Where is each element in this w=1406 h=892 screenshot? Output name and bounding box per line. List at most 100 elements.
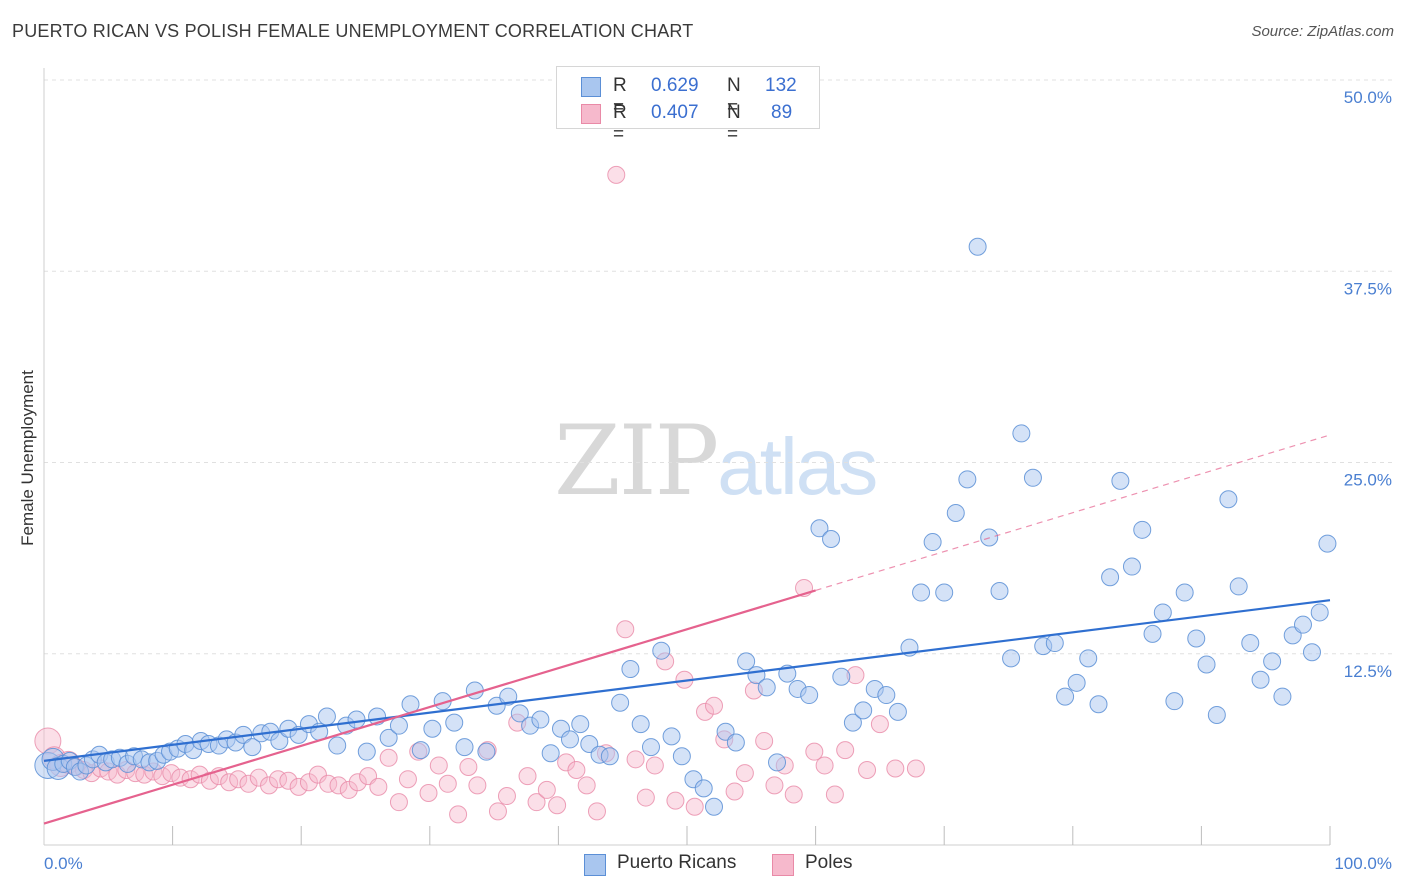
poles-point [735,764,754,783]
poles-point [666,791,685,810]
puerto-ricans-point [1002,649,1021,668]
puerto-ricans-point [541,744,560,763]
puerto-ricans-point [445,713,464,732]
poles-point [636,788,655,807]
blue-swatch [584,854,606,876]
puerto-ricans-point [243,738,262,757]
poles-point [858,761,877,780]
puerto-ricans-point [768,753,787,772]
puerto-ricans-point [477,742,496,761]
puerto-ricans-point [600,747,619,766]
poles-point [239,774,258,793]
puerto-ricans-points [34,237,1337,816]
poles-point [805,742,824,761]
puerto-ricans-point [641,738,660,757]
puerto-ricans-point [1045,634,1064,653]
n-value: 89 [771,102,793,123]
puerto-ricans-point [347,710,366,729]
puerto-ricans-point [958,470,977,489]
watermark: ZIPatlas [554,405,878,517]
n-label: N = [727,75,741,118]
puerto-ricans-point [757,678,776,697]
watermark-zip: ZIP [554,405,719,517]
poles-point [449,805,468,824]
poles-point [815,756,834,775]
y-tick-label: 25.0% [1344,471,1392,490]
poles-point [289,777,308,796]
poles-point [419,783,438,802]
poles-point [725,782,744,801]
poles-point [279,771,298,790]
poles-point [886,759,905,778]
poles-point [825,785,844,804]
puerto-ricans-point [935,583,954,602]
puerto-ricans-point [455,738,474,757]
puerto-ricans-point [672,747,691,766]
poles-point [645,756,664,775]
poles-point [200,771,219,790]
puerto-ricans-point [923,533,942,552]
poles-point [468,776,487,795]
puerto-ricans-point [510,704,529,723]
trend-lines [43,434,1331,825]
puerto-ricans-point [1089,695,1108,714]
puerto-ricans-point [1219,490,1238,509]
puerto-ricans-point [800,686,819,705]
poles-point [527,793,546,812]
puerto-ricans-point [411,741,430,760]
puerto-ricans-point [1197,655,1216,674]
poles-point [249,768,268,787]
puerto-ricans-point [726,733,745,752]
poles-point [626,750,645,769]
poles-trend-extension [815,434,1331,591]
r-label: R = [613,102,627,145]
puerto-ricans-point [1263,652,1282,671]
puerto-ricans-point [379,728,398,747]
puerto-ricans-point [1067,673,1086,692]
puerto-ricans-point [1229,577,1248,596]
poles-point [488,802,507,821]
poles-point [696,702,715,721]
poles-point [755,731,774,750]
poles-point [557,753,576,772]
puerto-ricans-point [1241,634,1260,653]
poles-point [685,797,704,816]
puerto-ricans-point [611,693,630,712]
pink-swatch [772,854,794,876]
poles-point [459,757,478,776]
watermark-atlas: atlas [717,422,878,511]
puerto-ricans-point [1302,643,1321,662]
poles-point [616,620,635,639]
puerto-ricans-point [1143,624,1162,643]
puerto-ricans-point [631,715,650,734]
poles-point [906,759,925,778]
n-value: 132 [765,75,797,96]
puerto-ricans-point [1056,687,1075,706]
axes [43,68,1331,846]
poles-point [587,802,606,821]
puerto-ricans-point [1133,520,1152,539]
source-credit: Source: ZipAtlas.com [1251,23,1394,40]
puerto-ricans-point [968,237,987,256]
puerto-ricans-point [1293,615,1312,634]
chart-title: PUERTO RICAN VS POLISH FEMALE UNEMPLOYME… [12,21,694,41]
poles-point [870,715,889,734]
x-tick-label: 100.0% [1334,854,1392,873]
y-tick-label: 12.5% [1344,662,1392,681]
puerto-ricans-point [832,667,851,686]
puerto-ricans-point [877,686,896,705]
puerto-ricans-point [317,707,336,726]
legend-label: Poles [805,852,853,873]
poles-point [438,774,457,793]
puerto-ricans-point [1153,603,1172,622]
puerto-ricans-point [1122,557,1141,576]
poles-point [765,776,784,795]
puerto-ricans-point [990,582,1009,601]
puerto-ricans-point [1318,534,1337,553]
puerto-ricans-point [1187,629,1206,648]
poles-point [577,776,596,795]
poles-point [229,770,248,789]
puerto-ricans-point [499,687,518,706]
poles-point [162,764,181,783]
